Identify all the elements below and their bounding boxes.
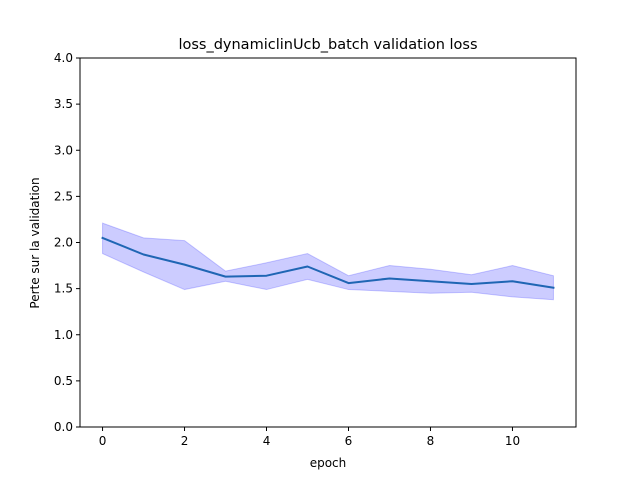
y-tick-label: 2.5: [54, 189, 73, 203]
y-tick-label: 0.0: [54, 420, 73, 434]
confidence-band: [102, 222, 554, 301]
plot-area: 0 2 4 6 8 10 0.0 0.5 1.0 1.5 2.0 2.5 3.0 3.5 4.0: [54, 51, 577, 448]
data-point: [387, 276, 391, 280]
data-point: [469, 282, 473, 286]
y-tick-label: 3.0: [54, 143, 73, 157]
data-point: [142, 252, 146, 256]
x-tick-label: 4: [263, 434, 271, 448]
y-tick-label: 4.0: [54, 51, 73, 65]
data-point: [101, 236, 105, 240]
data-point: [347, 281, 351, 285]
x-axis-label: epoch: [310, 456, 347, 470]
x-tick-label: 10: [505, 434, 520, 448]
data-point: [551, 286, 555, 290]
x-tick-label: 2: [181, 434, 189, 448]
series-line: [101, 236, 555, 289]
data-point: [510, 279, 514, 283]
data-point: [428, 279, 432, 283]
y-tick-label: 3.5: [54, 97, 73, 111]
chart-title: loss_dynamiclinUcb_batch validation loss: [178, 37, 477, 53]
y-tick-label: 1.0: [54, 328, 73, 342]
x-tick-label: 6: [345, 434, 353, 448]
y-tick-label: 0.5: [54, 374, 73, 388]
y-tick-label: 1.5: [54, 282, 73, 296]
x-tick-label: 8: [427, 434, 435, 448]
data-point: [265, 274, 269, 278]
y-tick-label: 2.0: [54, 236, 73, 250]
x-tick-label: 0: [99, 434, 107, 448]
data-point: [183, 263, 187, 267]
data-point: [306, 264, 310, 268]
y-axis-label: Perte sur la validation: [28, 177, 42, 308]
data-point: [224, 275, 228, 279]
